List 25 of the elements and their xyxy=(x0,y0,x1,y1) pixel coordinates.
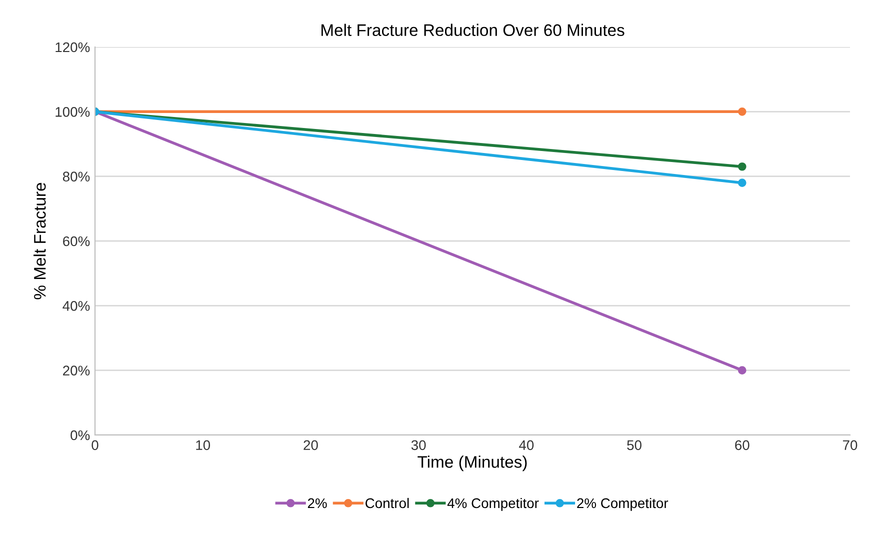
y-tick-label: 20% xyxy=(63,366,90,376)
legend-label: 2% Competitor xyxy=(577,498,668,511)
x-tick-label: 20 xyxy=(304,440,318,450)
point xyxy=(738,178,746,187)
y-tick-label: 120% xyxy=(56,42,90,52)
y-tick-label: 40% xyxy=(62,301,90,311)
y-tick-label: 0% xyxy=(70,430,90,440)
point xyxy=(738,366,746,374)
x-tick-label: 40 xyxy=(519,440,534,450)
x-tick-label: 30 xyxy=(411,440,426,450)
y-tick-label: 100% xyxy=(56,107,90,117)
point xyxy=(738,108,746,116)
x-tick-label: 60 xyxy=(735,440,750,450)
legend-label: Control xyxy=(366,498,409,508)
x-tick-label: 0 xyxy=(92,440,98,450)
x-tick-label: 10 xyxy=(196,440,210,450)
legend-label: 2% xyxy=(308,498,327,508)
legend-label: 4% Competitor xyxy=(447,498,539,511)
x-tick-label: 70 xyxy=(842,440,858,450)
chart-title: Melt Fracture Reduction Over 60 Minutes xyxy=(322,24,624,36)
y-tick-label: 80% xyxy=(62,172,90,182)
y-tick-label: 60% xyxy=(63,236,90,246)
x-axis-title: Time (Minutes) xyxy=(418,456,527,472)
x-tick-label: 50 xyxy=(627,440,642,450)
y-axis-title: % Melt Fracture xyxy=(34,182,46,300)
